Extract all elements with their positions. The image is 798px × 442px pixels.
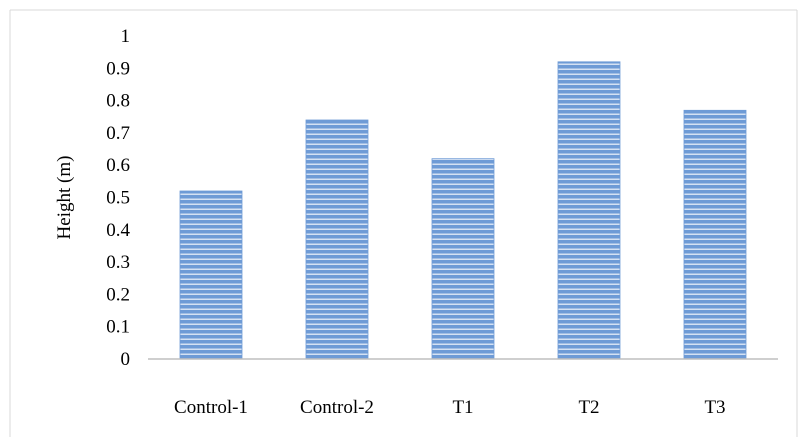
x-tick-label: Control-2 bbox=[300, 397, 374, 418]
bar-t2 bbox=[557, 61, 621, 360]
y-tick-label: 0.2 bbox=[106, 284, 130, 305]
y-tick-label: 0.1 bbox=[106, 317, 130, 338]
y-tick-label: 0.5 bbox=[106, 188, 130, 209]
y-axis-ticks: 0 0.1 0.2 0.3 0.4 0.5 0.6 0.7 0.8 0.9 1 bbox=[106, 26, 130, 370]
y-tick-label: 1 bbox=[121, 26, 131, 47]
x-tick-label: T3 bbox=[704, 397, 725, 418]
y-tick-label: 0.6 bbox=[106, 155, 130, 176]
x-tick-label: T2 bbox=[578, 397, 599, 418]
x-axis-labels: Control-1 Control-2 T1 T2 T3 bbox=[174, 397, 726, 418]
plot-area bbox=[179, 61, 747, 360]
y-tick-label: 0.3 bbox=[106, 252, 130, 273]
bar-t1 bbox=[431, 158, 495, 360]
y-tick-label: 0.7 bbox=[106, 123, 130, 144]
y-axis-title: Height (m) bbox=[54, 156, 75, 240]
y-tick-label: 0.9 bbox=[106, 58, 130, 79]
bar-t3 bbox=[683, 109, 747, 360]
y-tick-label: 0.8 bbox=[106, 91, 130, 112]
x-tick-label: T1 bbox=[452, 397, 473, 418]
y-tick-label: 0.4 bbox=[106, 220, 130, 241]
bar-control-1 bbox=[179, 190, 243, 360]
x-tick-label: Control-1 bbox=[174, 397, 248, 418]
y-tick-label: 0 bbox=[121, 349, 131, 370]
bar-control-2 bbox=[305, 119, 369, 360]
